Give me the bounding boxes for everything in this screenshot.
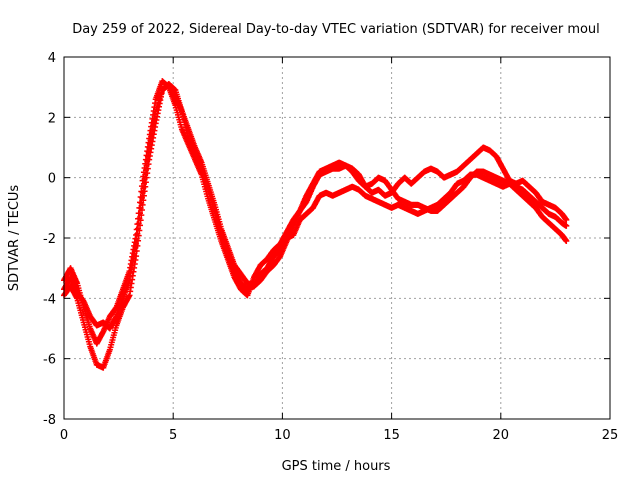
x-tick-label: 20 [493, 428, 510, 443]
y-tick-label: 4 [48, 51, 56, 66]
data-point [133, 235, 140, 242]
x-tick-label: 10 [274, 428, 291, 443]
y-tick-label: -6 [43, 353, 56, 368]
data-point [137, 210, 144, 217]
data-point [136, 215, 143, 222]
series-3 [61, 81, 570, 332]
y-tick-label: -4 [43, 292, 56, 307]
x-tick-label: 5 [169, 428, 177, 443]
data-point [134, 230, 141, 237]
data-point [137, 205, 144, 212]
x-tick-label: 25 [602, 428, 619, 443]
y-tick-label: -8 [43, 413, 56, 428]
y-tick-label: -2 [43, 232, 56, 247]
chart-title: Day 259 of 2022, Sidereal Day-to-day VTE… [72, 22, 600, 37]
x-tick-label: 15 [383, 428, 400, 443]
x-tick-label: 0 [60, 428, 68, 443]
data-marks [61, 78, 570, 371]
y-tick-label: 0 [48, 172, 56, 187]
data-point [138, 194, 145, 201]
data-point [563, 238, 570, 245]
data-point [563, 222, 570, 229]
axis-ticks: 0 5 10 15 20 25 -8 -6 -4 -2 0 2 4 [43, 51, 618, 443]
y-tick-label: 2 [48, 111, 56, 126]
data-point [135, 220, 142, 227]
data-point [563, 216, 570, 223]
data-point [138, 200, 145, 207]
data-point [135, 225, 142, 232]
y-axis-label: SDTVAR / TECUs [7, 185, 22, 292]
grid [64, 57, 610, 419]
data-point [133, 241, 140, 248]
x-axis-label: GPS time / hours [282, 459, 391, 474]
